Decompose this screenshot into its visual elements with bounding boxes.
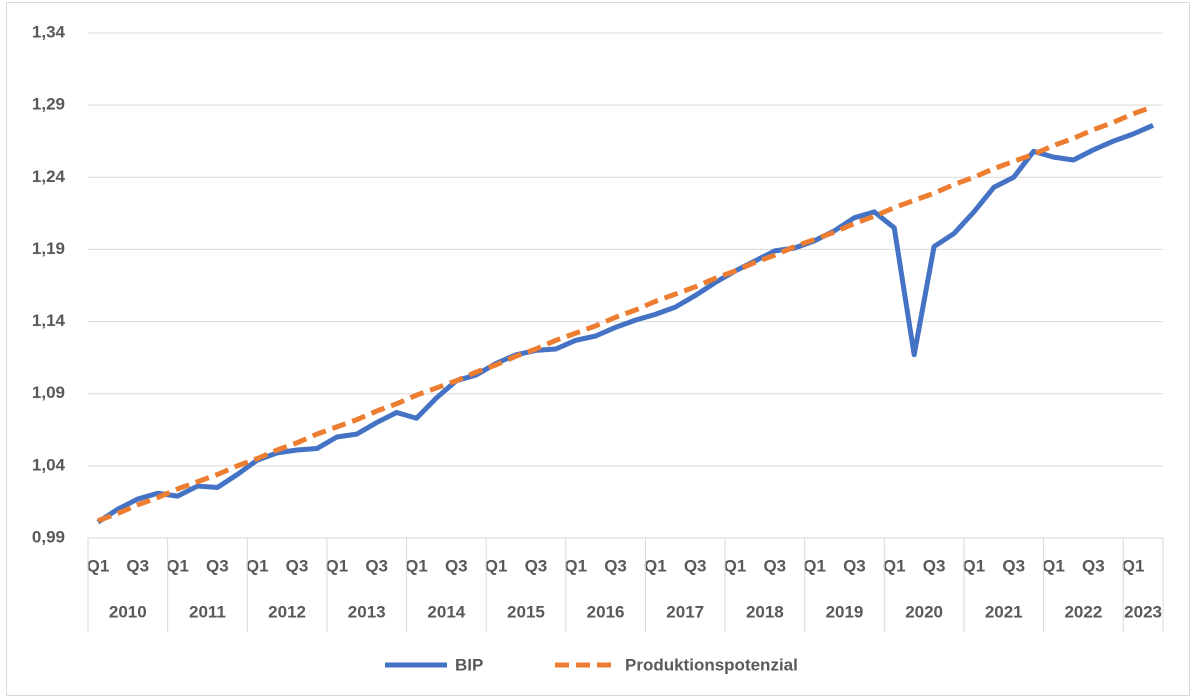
x-tick-label: Q3 bbox=[763, 556, 786, 575]
x-tick-label: Q3 bbox=[923, 556, 946, 575]
x-group-label: 2010 bbox=[109, 602, 147, 621]
x-tick-label: Q3 bbox=[365, 556, 388, 575]
x-group-label: 2021 bbox=[985, 602, 1023, 621]
y-tick-label: 1,14 bbox=[32, 311, 66, 330]
x-tick-label: Q1 bbox=[963, 556, 986, 575]
x-group-label: 2011 bbox=[189, 602, 226, 621]
x-group-label: 2023 bbox=[1124, 602, 1162, 621]
x-tick-label: Q1 bbox=[803, 556, 826, 575]
x-tick-label: Q3 bbox=[206, 556, 229, 575]
x-tick-label: Q1 bbox=[1122, 556, 1145, 575]
x-group-label: 2014 bbox=[427, 602, 465, 621]
x-tick-label: Q1 bbox=[325, 556, 348, 575]
x-tick-label: Q1 bbox=[246, 556, 269, 575]
x-tick-label: Q1 bbox=[166, 556, 189, 575]
x-tick-label: Q3 bbox=[843, 556, 866, 575]
y-tick-label: 1,29 bbox=[32, 95, 65, 114]
x-group-label: 2015 bbox=[507, 602, 545, 621]
x-tick-label: Q1 bbox=[724, 556, 747, 575]
x-tick-label: Q1 bbox=[405, 556, 428, 575]
series-line bbox=[96, 123, 1155, 525]
legend-label: BIP bbox=[455, 655, 483, 674]
x-tick-label: Q3 bbox=[445, 556, 468, 575]
x-group-label: 2016 bbox=[587, 602, 625, 621]
y-tick-label: 1,34 bbox=[32, 22, 66, 41]
y-tick-label: 1,04 bbox=[32, 455, 66, 474]
x-group-label: 2022 bbox=[1064, 602, 1102, 621]
x-tick-label: Q3 bbox=[126, 556, 149, 575]
x-tick-label: Q1 bbox=[1042, 556, 1065, 575]
x-tick-label: Q1 bbox=[485, 556, 508, 575]
y-tick-label: 0,99 bbox=[32, 527, 65, 546]
x-tick-label: Q3 bbox=[525, 556, 548, 575]
x-group-label: 2020 bbox=[905, 602, 943, 621]
x-tick-label: Q3 bbox=[684, 556, 707, 575]
x-group-label: 2018 bbox=[746, 602, 784, 621]
x-group-label: 2019 bbox=[826, 602, 864, 621]
x-tick-label: Q1 bbox=[644, 556, 667, 575]
x-group-label: 2012 bbox=[268, 602, 306, 621]
y-tick-label: 1,19 bbox=[32, 239, 65, 258]
x-tick-label: Q3 bbox=[1002, 556, 1025, 575]
chart-border bbox=[6, 2, 1190, 696]
x-tick-label: Q3 bbox=[286, 556, 309, 575]
y-tick-label: 1,24 bbox=[32, 167, 66, 186]
x-group-label: 2017 bbox=[666, 602, 704, 621]
series-line bbox=[97, 104, 1154, 524]
x-tick-label: Q1 bbox=[883, 556, 906, 575]
x-tick-label: Q1 bbox=[564, 556, 587, 575]
x-tick-label: Q3 bbox=[604, 556, 627, 575]
legend-label: Produktionspotenzial bbox=[625, 655, 798, 674]
y-tick-label: 1,09 bbox=[32, 383, 65, 402]
x-group-label: 2013 bbox=[348, 602, 386, 621]
x-tick-label: Q3 bbox=[1082, 556, 1105, 575]
x-tick-label: Q1 bbox=[87, 556, 110, 575]
